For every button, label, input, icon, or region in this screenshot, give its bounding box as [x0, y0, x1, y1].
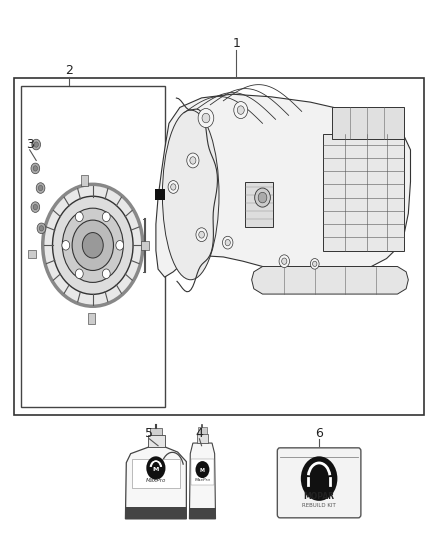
- Text: 2: 2: [65, 64, 73, 77]
- Circle shape: [254, 188, 270, 207]
- Bar: [148, 435, 165, 447]
- Text: 1: 1: [233, 37, 240, 50]
- Bar: [189, 508, 215, 519]
- Text: M: M: [200, 467, 205, 473]
- Circle shape: [62, 240, 70, 250]
- Circle shape: [223, 236, 233, 249]
- Text: M: M: [153, 466, 159, 472]
- Circle shape: [187, 153, 199, 168]
- Text: 5: 5: [145, 427, 153, 440]
- Circle shape: [279, 255, 290, 268]
- Circle shape: [199, 231, 205, 238]
- Circle shape: [202, 114, 210, 123]
- Circle shape: [31, 202, 40, 213]
- Circle shape: [225, 239, 230, 246]
- Circle shape: [37, 223, 46, 233]
- Circle shape: [301, 456, 337, 501]
- Ellipse shape: [162, 110, 219, 280]
- Text: MaxPro: MaxPro: [194, 478, 211, 482]
- Circle shape: [311, 259, 319, 269]
- Bar: [150, 427, 162, 435]
- Circle shape: [146, 456, 166, 480]
- Bar: [197, 433, 208, 443]
- Bar: [323, 134, 404, 251]
- Circle shape: [282, 258, 287, 264]
- Circle shape: [33, 166, 38, 171]
- Ellipse shape: [62, 208, 123, 282]
- Ellipse shape: [82, 232, 103, 258]
- Bar: [332, 108, 404, 139]
- Text: 4: 4: [195, 427, 203, 440]
- Circle shape: [102, 269, 110, 279]
- Bar: [245, 182, 273, 227]
- Circle shape: [168, 181, 179, 193]
- Circle shape: [32, 139, 41, 150]
- Circle shape: [198, 109, 214, 127]
- Circle shape: [237, 106, 244, 114]
- Circle shape: [116, 240, 124, 250]
- Circle shape: [234, 102, 248, 118]
- Circle shape: [39, 225, 44, 231]
- Polygon shape: [252, 266, 408, 294]
- Circle shape: [190, 157, 196, 164]
- Bar: [132, 459, 180, 488]
- Ellipse shape: [43, 184, 143, 306]
- Ellipse shape: [53, 196, 133, 294]
- Circle shape: [196, 228, 207, 241]
- Circle shape: [39, 185, 43, 191]
- Circle shape: [36, 183, 45, 193]
- Circle shape: [33, 205, 38, 210]
- Circle shape: [313, 261, 317, 266]
- Text: 6: 6: [315, 427, 323, 440]
- Polygon shape: [189, 443, 215, 519]
- Bar: [191, 459, 214, 486]
- Circle shape: [75, 212, 83, 222]
- Circle shape: [171, 184, 176, 190]
- Bar: [28, 249, 36, 258]
- Bar: [125, 507, 186, 519]
- Bar: [81, 175, 88, 186]
- Circle shape: [34, 142, 39, 147]
- FancyBboxPatch shape: [277, 448, 361, 518]
- Circle shape: [258, 192, 267, 203]
- Polygon shape: [125, 447, 186, 519]
- Bar: [21, 86, 165, 407]
- Circle shape: [102, 212, 110, 222]
- Text: REBUILD KIT: REBUILD KIT: [302, 503, 336, 508]
- Text: 3: 3: [26, 138, 34, 151]
- Bar: [14, 78, 424, 415]
- Polygon shape: [156, 94, 410, 277]
- Ellipse shape: [72, 220, 113, 270]
- Bar: [141, 241, 149, 249]
- Text: MOPAR: MOPAR: [304, 492, 335, 501]
- Circle shape: [31, 163, 40, 174]
- Circle shape: [195, 461, 209, 478]
- Bar: [198, 427, 207, 433]
- Bar: [155, 189, 166, 200]
- Text: MaxPro: MaxPro: [146, 478, 166, 483]
- Bar: [88, 313, 95, 324]
- Circle shape: [75, 269, 83, 279]
